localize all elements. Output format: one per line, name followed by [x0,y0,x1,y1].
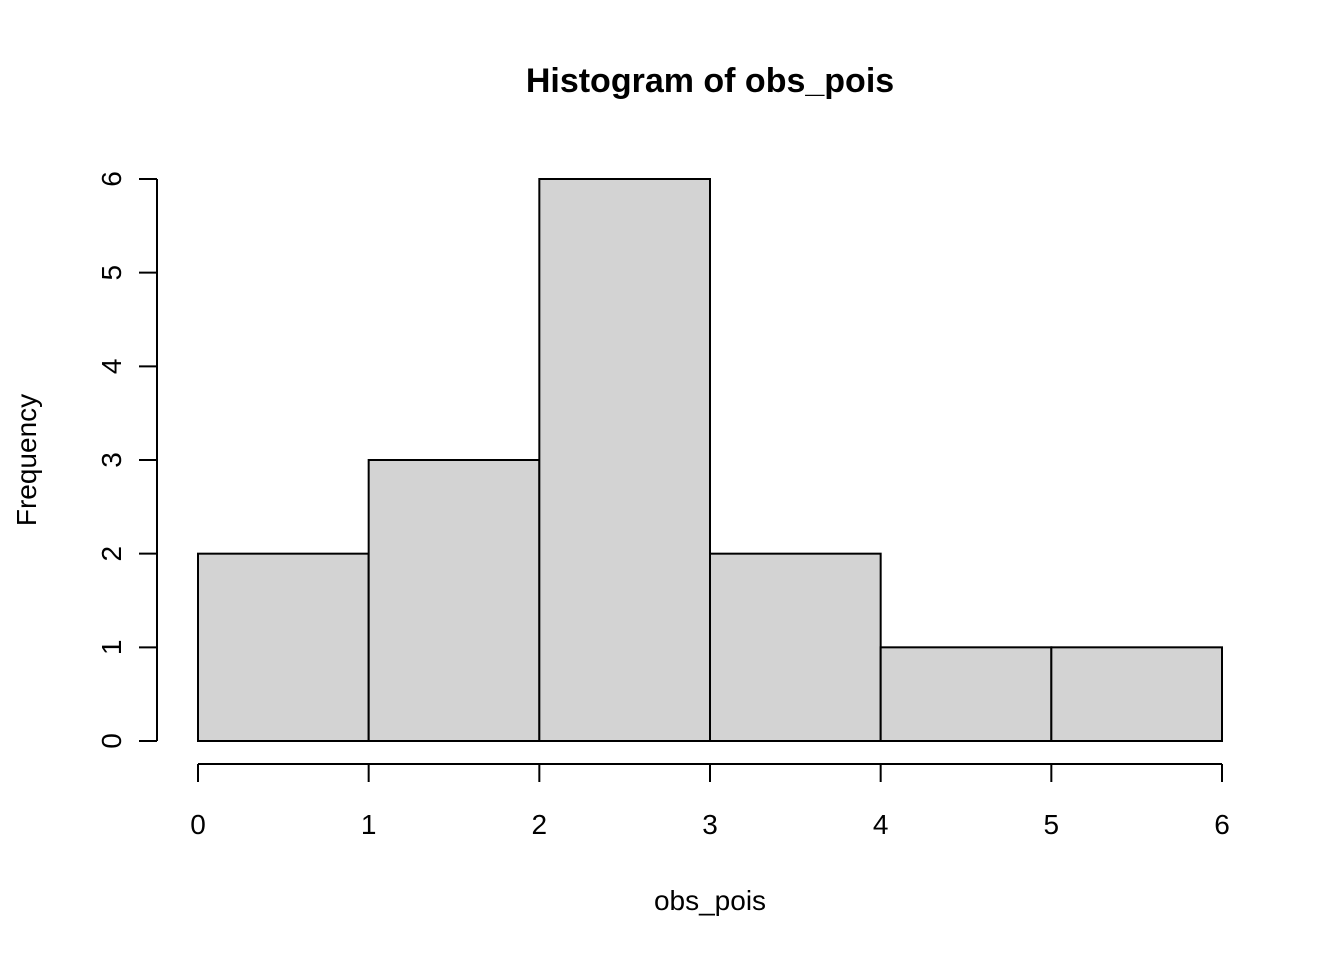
chart-title: Histogram of obs_pois [526,62,894,100]
y-tick-label-4: 4 [96,359,127,375]
x-tick-label-2: 2 [532,809,548,840]
histogram-bar-1 [367,459,541,742]
y-axis-label: Frequency [11,394,42,526]
histogram-bar-5 [1050,646,1224,742]
histogram-bar-3 [709,552,882,743]
y-tick-label-3: 3 [96,452,127,468]
bars-group [197,178,1224,743]
x-tick-label-6: 6 [1214,809,1230,840]
histogram-bar-4 [879,646,1053,742]
y-tick-label-6: 6 [96,171,127,187]
y-tick-label-0: 0 [96,733,127,749]
x-tick-label-0: 0 [190,809,206,840]
x-tick-label-4: 4 [873,809,889,840]
y-tick-label-2: 2 [96,546,127,562]
x-tick-label-5: 5 [1044,809,1060,840]
histogram-bar-0 [197,552,370,743]
histogram-bar-2 [538,178,711,742]
y-tick-label-1: 1 [96,640,127,656]
x-axis: 0 1 2 3 4 5 6 [190,763,1230,840]
x-tick-label-3: 3 [702,809,718,840]
y-axis: 0 1 2 3 4 5 6 [96,171,158,749]
y-tick-label-5: 5 [96,265,127,281]
x-tick-label-1: 1 [361,809,377,840]
x-axis-label: obs_pois [654,885,766,916]
